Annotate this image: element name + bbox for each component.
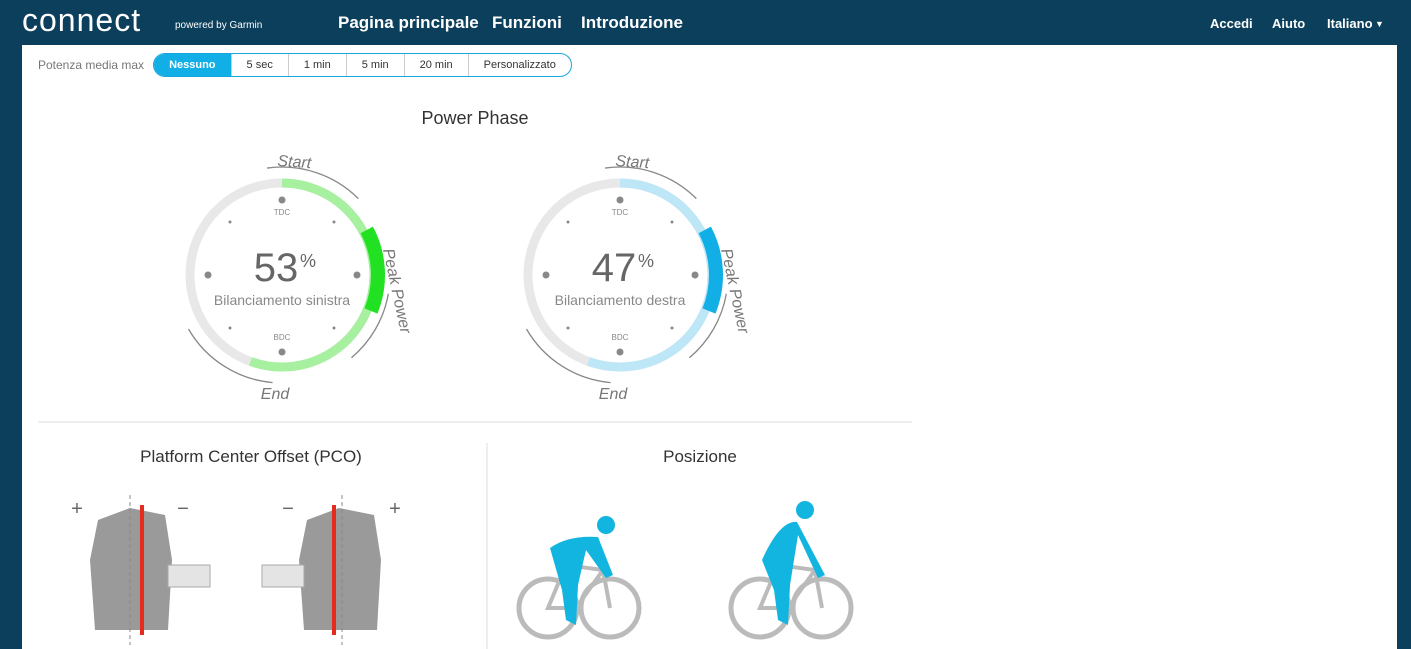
pedal-spindle — [167, 564, 211, 588]
language-select[interactable]: Italiano — [1327, 16, 1373, 31]
pedal — [261, 495, 381, 645]
bike-rider — [516, 516, 642, 640]
gauge-dot — [691, 271, 699, 279]
bike-rider — [728, 501, 854, 640]
end-label: End — [261, 386, 291, 403]
filter-option[interactable]: 1 min — [287, 54, 346, 76]
rider-body — [762, 521, 825, 625]
balance-unit: % — [300, 251, 316, 271]
balance-value: 53 — [254, 246, 299, 290]
gauge-dot — [204, 271, 212, 279]
peak-arrow — [351, 293, 389, 359]
balance-value: 47 — [592, 246, 637, 290]
nav-link[interactable]: Pagina principale — [338, 13, 479, 32]
bdc-label: BDC — [274, 333, 291, 342]
start-label: Start — [615, 153, 650, 172]
section-title: Power Phase — [421, 108, 528, 128]
rider-head — [796, 501, 814, 519]
gauge-dot — [566, 220, 570, 224]
rider-head — [597, 516, 615, 534]
peak-arc — [698, 226, 723, 314]
balance-label: Bilanciamento destra — [555, 292, 686, 308]
filter-option[interactable]: 5 min — [345, 54, 404, 76]
tdc-label: TDC — [274, 208, 291, 217]
gauge-dot — [670, 326, 674, 330]
pedal-body — [90, 508, 172, 630]
filter-option[interactable]: Nessuno — [154, 54, 231, 76]
peak-label: Peak Power — [379, 247, 414, 336]
help-link[interactable]: Aiuto — [1272, 16, 1306, 31]
gauge-dot — [542, 271, 550, 279]
end-arrow — [525, 328, 611, 384]
filter-label: Potenza media max — [38, 58, 145, 72]
pedal-spindle — [261, 564, 305, 588]
gauge-dot — [670, 220, 674, 224]
gauge-dot — [332, 326, 336, 330]
start-arrow — [604, 166, 697, 200]
end-arrow — [187, 328, 273, 384]
nav-link[interactable]: Funzioni — [492, 13, 562, 32]
content-panel — [22, 45, 1397, 649]
balance-unit: % — [638, 251, 654, 271]
peak-arc — [360, 226, 385, 314]
pco-sign: + — [71, 498, 83, 520]
peak-label: Peak Power — [717, 247, 752, 336]
gauge-dot — [228, 220, 232, 224]
filter-option[interactable]: Personalizzato — [467, 54, 571, 76]
pco-sign: − — [282, 498, 294, 520]
balance-label: Bilanciamento sinistra — [214, 292, 350, 308]
filter-options: Nessuno 5 sec 1 min 5 min 20 min Personalizza… — [153, 53, 572, 77]
gauge-dot — [228, 326, 232, 330]
filter-bar: Potenza media max Nessuno 5 sec 1 min 5 min… — [38, 53, 572, 77]
bdc-label: BDC — [612, 333, 629, 342]
peak-arrow — [689, 293, 727, 359]
gauge-dot — [566, 326, 570, 330]
end-label: End — [599, 386, 629, 403]
pco-sign: − — [177, 498, 189, 520]
wheel — [790, 576, 854, 640]
gauge-dot — [278, 348, 286, 356]
rider-body — [550, 536, 613, 625]
filter-option[interactable]: 5 sec — [230, 54, 288, 76]
start-arrow — [266, 166, 359, 200]
gauge-dot — [353, 271, 361, 279]
header: connect powered by Garmin Pagina princip… — [0, 0, 1411, 45]
dropdown-caret: ▼ — [1375, 19, 1384, 29]
section-title: Posizione — [663, 447, 737, 466]
pco-sign: + — [389, 498, 401, 520]
nav-link[interactable]: Introduzione — [581, 13, 683, 32]
gauge-dot — [332, 220, 336, 224]
login-link[interactable]: Accedi — [1210, 16, 1253, 31]
gauge-dot — [278, 196, 286, 204]
gauge-dot — [616, 348, 624, 356]
logo[interactable]: connect — [22, 2, 142, 38]
logo-sub: powered by Garmin — [175, 20, 263, 31]
start-label: Start — [277, 153, 312, 172]
filter-option[interactable]: 20 min — [403, 54, 468, 76]
pedal-body — [299, 508, 381, 630]
pedal — [90, 495, 211, 645]
wheel — [578, 576, 642, 640]
tdc-label: TDC — [612, 208, 629, 217]
gauge-dot — [616, 196, 624, 204]
section-title: Platform Center Offset (PCO) — [140, 447, 362, 466]
